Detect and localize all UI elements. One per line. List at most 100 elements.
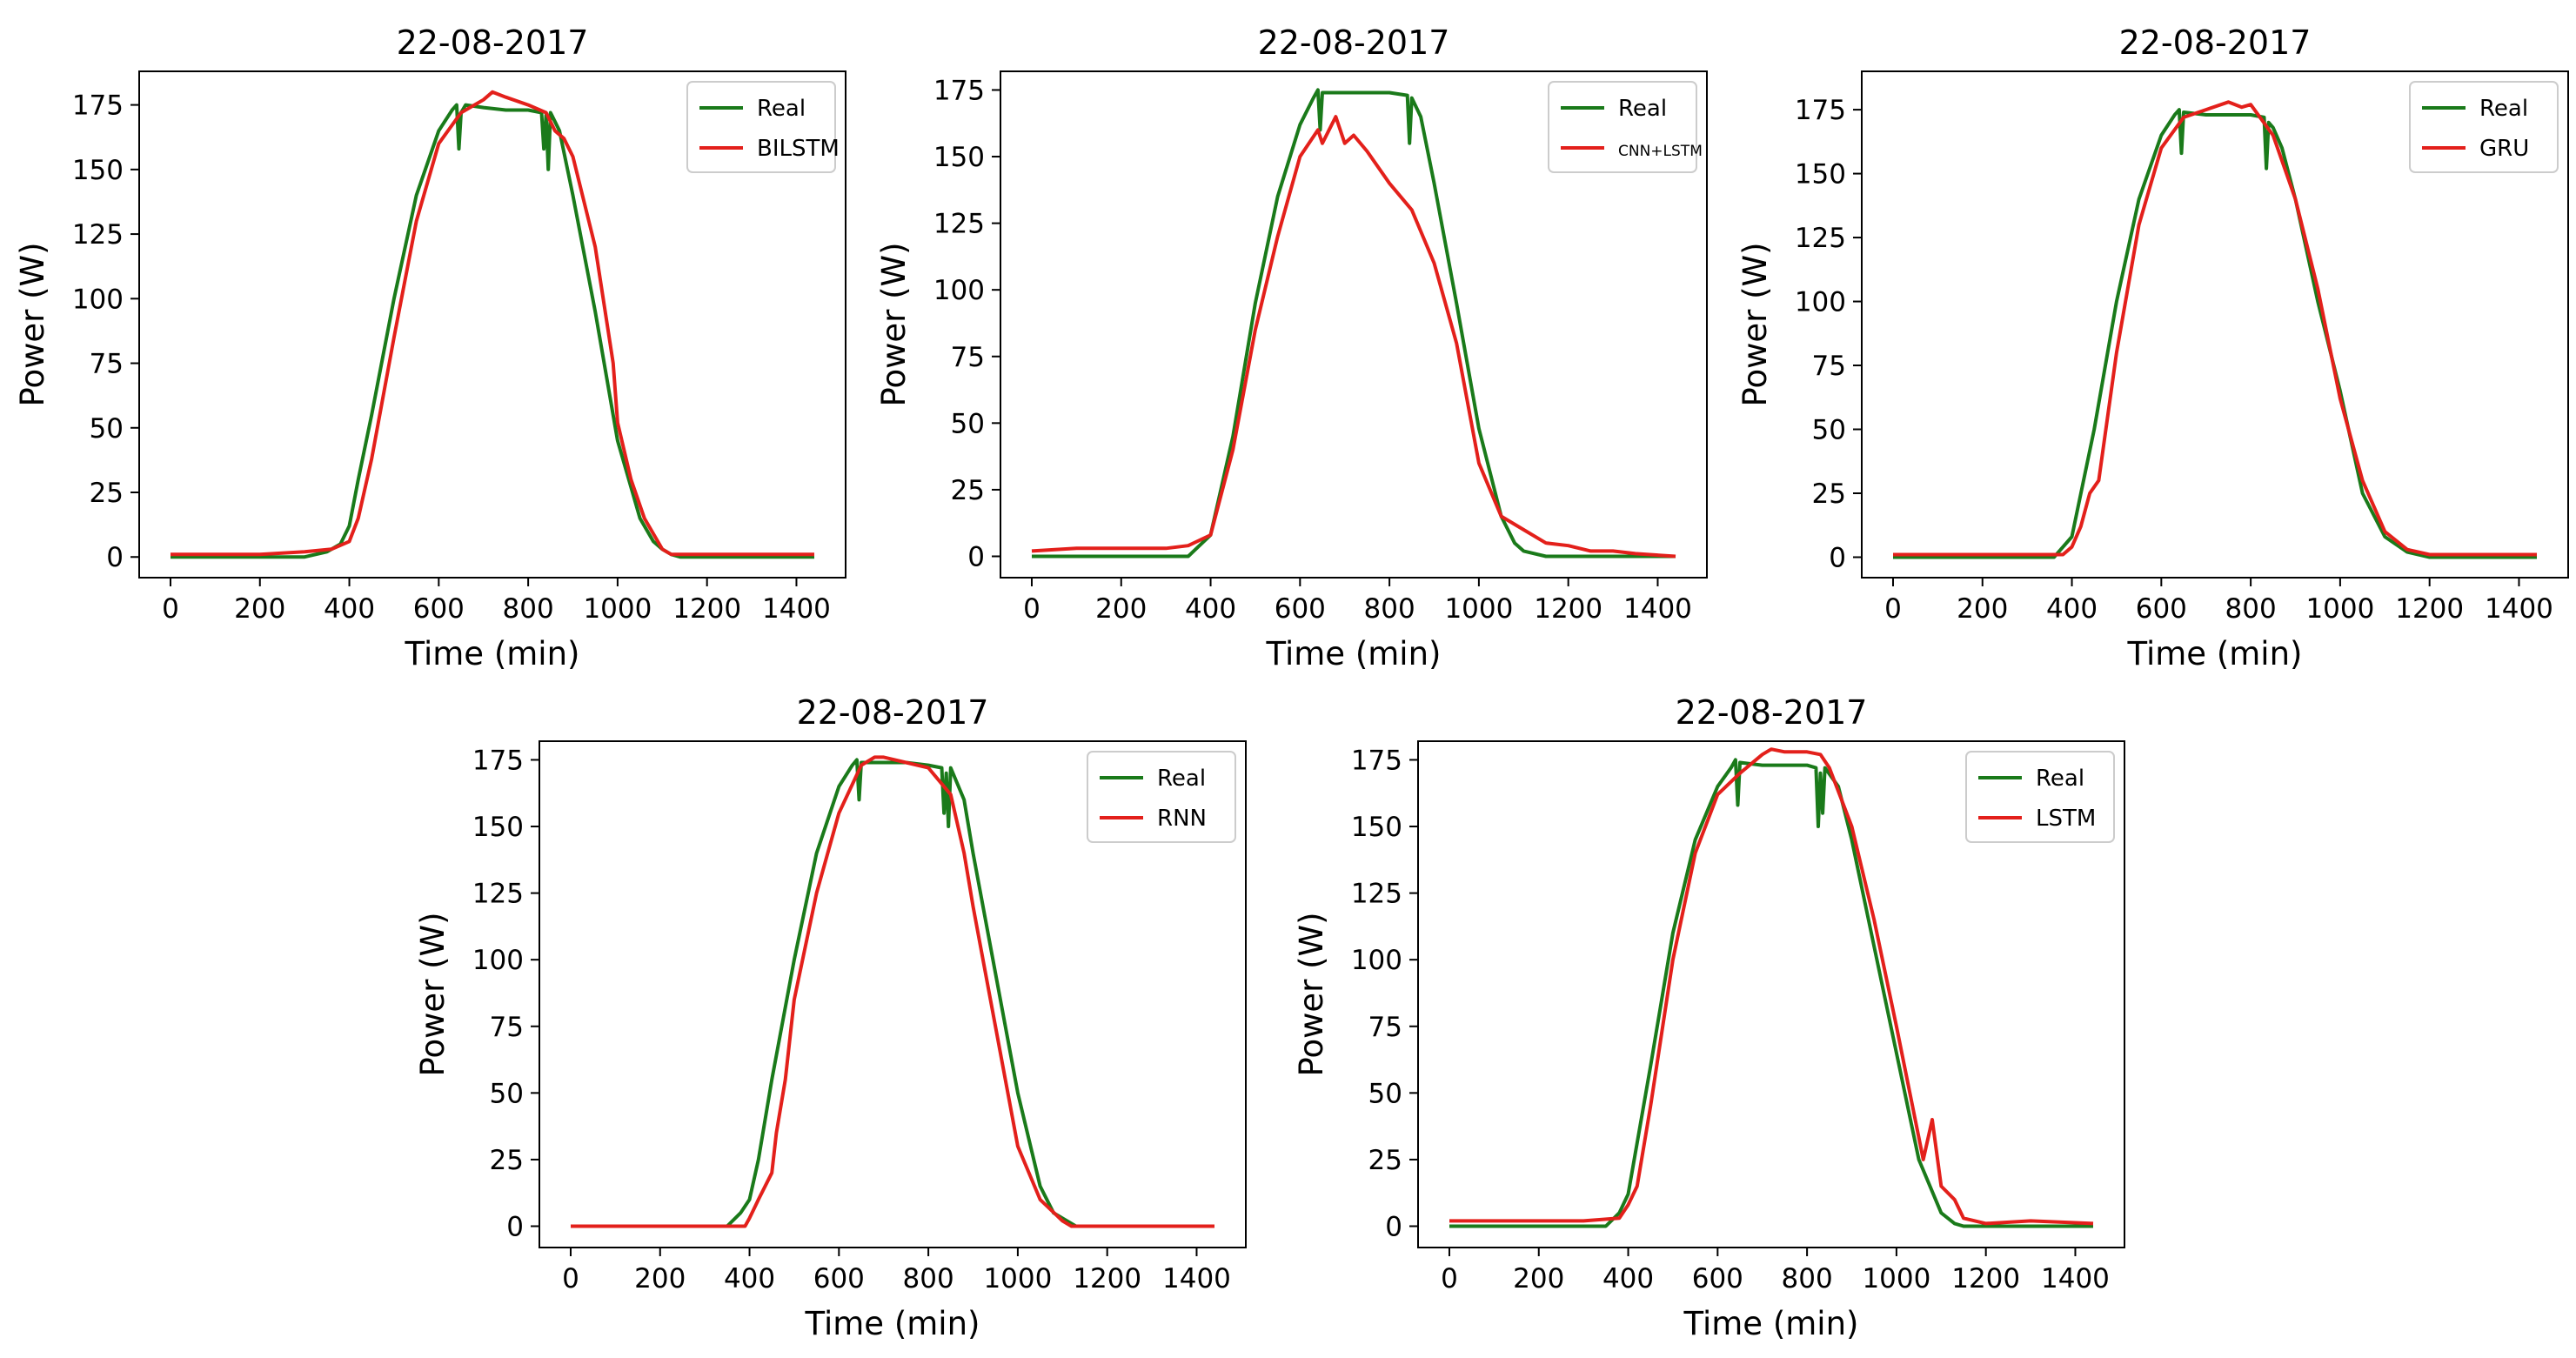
- y-tick-label: 100: [72, 284, 124, 315]
- y-axis-label: Power (W): [1293, 912, 1330, 1076]
- y-tick-label: 25: [1368, 1145, 1402, 1176]
- legend-label: GRU: [2479, 136, 2529, 162]
- chart-title: 22-08-2017: [397, 23, 589, 62]
- y-tick-label: 125: [472, 879, 524, 910]
- y-tick-label: 175: [1351, 745, 1402, 776]
- x-tick-label: 400: [2046, 593, 2098, 625]
- legend-label: Real: [2479, 96, 2528, 122]
- y-tick-label: 0: [506, 1211, 524, 1242]
- x-tick-label: 1400: [1623, 593, 1692, 625]
- legend-label: RNN: [1157, 806, 1207, 832]
- y-tick-label: 100: [1351, 945, 1402, 976]
- x-tick-label: 800: [503, 593, 554, 625]
- chart-cnn-lstm: 22-08-2017 0 200 400 600 800 1000 1200 1400 0 25 50…: [875, 23, 1708, 672]
- x-tick-label: 200: [234, 593, 285, 625]
- series-line-cnn-lstm: [1031, 115, 1676, 559]
- y-tick-label: 75: [951, 342, 985, 373]
- y-tick-label: 25: [490, 1145, 524, 1176]
- x-tick-label: 400: [1602, 1263, 1654, 1294]
- x-tick-label: 1400: [2485, 593, 2553, 625]
- series-line-real: [171, 103, 814, 559]
- y-tick-label: 25: [90, 478, 124, 509]
- chart-bilstm: 22-08-2017 0 200 400 600 800 1000 1200 1400 0 25 50…: [14, 23, 846, 672]
- x-tick-label: 400: [724, 1263, 775, 1294]
- x-tick-label: 1000: [583, 593, 652, 625]
- series-line-real: [1449, 758, 2093, 1228]
- y-tick-label: 150: [72, 155, 124, 186]
- y-tick-label: 150: [472, 812, 524, 843]
- x-tick-label: 200: [634, 1263, 686, 1294]
- y-tick-label: 0: [1829, 542, 1846, 573]
- y-tick-label: 75: [490, 1012, 524, 1043]
- x-tick-label: 1400: [2041, 1263, 2110, 1294]
- y-axis-label: Power (W): [414, 912, 452, 1076]
- x-tick-label: 1000: [2305, 593, 2374, 625]
- x-tick-label: 0: [562, 1263, 579, 1294]
- x-tick-label: 1000: [1444, 593, 1513, 625]
- y-tick-label: 150: [933, 142, 985, 173]
- plot-frame: [1861, 70, 2569, 579]
- x-tick-label: 800: [1364, 593, 1415, 625]
- y-tick-label: 50: [90, 413, 124, 445]
- x-tick-label: 1200: [1951, 1263, 2020, 1294]
- y-tick-label: 100: [472, 945, 524, 976]
- y-tick-label: 50: [951, 408, 985, 439]
- y-tick-label: 175: [1795, 95, 1846, 126]
- x-tick-label: 800: [1782, 1263, 1833, 1294]
- x-axis-label: Time (min): [1266, 635, 1442, 672]
- x-axis-label: Time (min): [805, 1305, 980, 1342]
- y-tick-label: 150: [1795, 159, 1846, 191]
- plot-frame: [1000, 70, 1708, 579]
- series-line-rnn: [571, 755, 1214, 1228]
- y-tick-label: 50: [1812, 415, 1846, 446]
- y-tick-label: 100: [933, 275, 985, 306]
- x-tick-label: 200: [1957, 593, 2008, 625]
- x-tick-label: 200: [1095, 593, 1147, 625]
- y-tick-label: 0: [106, 542, 124, 573]
- x-tick-label: 600: [813, 1263, 865, 1294]
- x-tick-label: 400: [324, 593, 375, 625]
- y-tick-label: 125: [1351, 879, 1402, 910]
- series-line-real: [1893, 108, 2537, 559]
- series-line-bilstm: [171, 90, 814, 557]
- x-tick-label: 0: [1023, 593, 1040, 625]
- x-tick-label: 0: [1441, 1263, 1458, 1294]
- x-tick-label: 0: [1884, 593, 1902, 625]
- chart-title: 22-08-2017: [1258, 23, 1450, 62]
- y-tick-label: 0: [1385, 1211, 1402, 1242]
- y-axis-label: Power (W): [14, 242, 51, 406]
- y-tick-label: 50: [1368, 1078, 1402, 1109]
- chart-title: 22-08-2017: [797, 693, 989, 732]
- x-tick-label: 1400: [762, 593, 831, 625]
- x-tick-label: 1400: [1162, 1263, 1231, 1294]
- y-tick-label: 75: [1812, 351, 1846, 382]
- series-line-gru: [1893, 100, 2537, 557]
- legend-label: CNN+LSTM: [1618, 143, 1703, 160]
- legend-label: Real: [2036, 766, 2084, 792]
- x-tick-label: 400: [1185, 593, 1236, 625]
- legend-label: Real: [1618, 96, 1667, 122]
- chart-title: 22-08-2017: [1676, 693, 1868, 732]
- y-tick-label: 25: [1812, 478, 1846, 510]
- x-tick-label: 600: [2136, 593, 2187, 625]
- x-tick-label: 1200: [1534, 593, 1602, 625]
- series-line-lstm: [1449, 747, 2094, 1226]
- legend-label: BILSTM: [757, 136, 840, 162]
- plot-frame: [138, 70, 846, 579]
- x-tick-label: 800: [903, 1263, 954, 1294]
- x-tick-label: 1200: [2395, 593, 2464, 625]
- series-line-real: [1032, 88, 1676, 559]
- x-axis-label: Time (min): [2127, 635, 2303, 672]
- y-tick-label: 100: [1795, 287, 1846, 318]
- y-tick-label: 0: [967, 541, 985, 572]
- legend-label: Real: [757, 96, 806, 122]
- x-axis-label: Time (min): [405, 635, 580, 672]
- x-tick-label: 600: [413, 593, 465, 625]
- y-axis-label: Power (W): [1736, 242, 1774, 406]
- x-tick-label: 600: [1692, 1263, 1743, 1294]
- y-tick-label: 50: [490, 1078, 524, 1109]
- y-axis-label: Power (W): [875, 242, 913, 406]
- x-tick-label: 600: [1275, 593, 1326, 625]
- x-tick-label: 1200: [1073, 1263, 1141, 1294]
- x-tick-label: 0: [162, 593, 179, 625]
